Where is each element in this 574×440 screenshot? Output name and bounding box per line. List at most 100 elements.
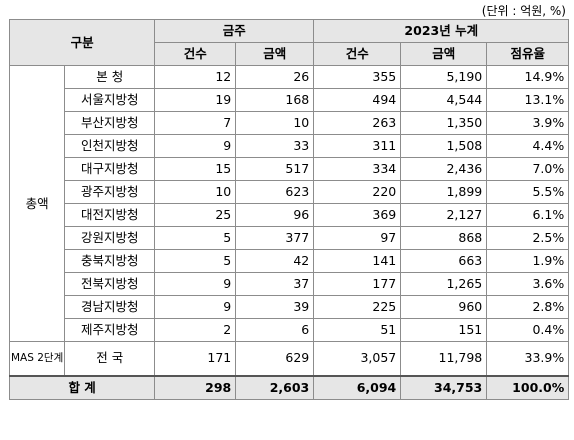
weekly-count: 9 <box>154 134 237 158</box>
row-name: 제주지방청 <box>64 318 156 342</box>
header-category: 구분 <box>8 19 156 66</box>
share: 14.9% <box>486 65 570 89</box>
weekly-count: 19 <box>154 88 237 112</box>
cum-amount: 1,508 <box>400 134 488 158</box>
weekly-amount: 39 <box>235 295 315 319</box>
group-mas-label: MAS 2단계 <box>8 341 66 376</box>
weekly-count: 15 <box>154 157 237 181</box>
share: 3.9% <box>486 111 570 135</box>
weekly-count: 5 <box>154 226 237 250</box>
weekly-count: 2 <box>154 318 237 342</box>
share: 2.5% <box>486 226 570 250</box>
table-row: 대구지방청 15 517 334 2,436 7.0% <box>10 157 570 181</box>
total-weekly-count: 298 <box>154 374 237 400</box>
weekly-amount: 623 <box>235 180 315 204</box>
cum-count: 263 <box>313 111 402 135</box>
row-name: 부산지방청 <box>64 111 156 135</box>
row-name: 광주지방청 <box>64 180 156 204</box>
cum-count: 494 <box>313 88 402 112</box>
share: 7.0% <box>486 157 570 181</box>
table-row: 충북지방청 5 42 141 663 1.9% <box>10 249 570 273</box>
weekly-count: 25 <box>154 203 237 227</box>
row-name: 경남지방청 <box>64 295 156 319</box>
row-name: 충북지방청 <box>64 249 156 273</box>
row-name: 전북지방청 <box>64 272 156 296</box>
cum-amount: 868 <box>400 226 488 250</box>
share: 6.1% <box>486 203 570 227</box>
procurement-table: 구분 금주 2023년 누계 건수 금액 건수 금액 점유율 총액 본 청 12… <box>8 19 570 400</box>
header-cum-amount: 금액 <box>400 42 488 66</box>
weekly-amount: 96 <box>235 203 315 227</box>
table-row: 전북지방청 9 37 177 1,265 3.6% <box>10 272 570 296</box>
weekly-count: 10 <box>154 180 237 204</box>
mas-row: MAS 2단계 전 국 171 629 3,057 11,798 33.9% <box>8 341 570 376</box>
cum-count: 177 <box>313 272 402 296</box>
cum-count: 51 <box>313 318 402 342</box>
header-share: 점유율 <box>486 42 570 66</box>
table-row: 대전지방청 25 96 369 2,127 6.1% <box>10 203 570 227</box>
weekly-amount: 377 <box>235 226 315 250</box>
unit-note: (단위 : 억원, %) <box>481 4 566 18</box>
share: 33.9% <box>486 341 570 376</box>
share: 3.6% <box>486 272 570 296</box>
cum-count: 369 <box>313 203 402 227</box>
cum-amount: 663 <box>400 249 488 273</box>
table-row: 광주지방청 10 623 220 1,899 5.5% <box>10 180 570 204</box>
header-cumulative: 2023년 누계 <box>313 19 570 43</box>
weekly-amount: 26 <box>235 65 315 89</box>
cum-count: 97 <box>313 226 402 250</box>
total-cum-amount: 34,753 <box>400 374 488 400</box>
weekly-amount: 33 <box>235 134 315 158</box>
cum-count: 225 <box>313 295 402 319</box>
cum-amount: 5,190 <box>400 65 488 89</box>
share: 4.4% <box>486 134 570 158</box>
weekly-count: 7 <box>154 111 237 135</box>
header-cum-count: 건수 <box>313 42 402 66</box>
table-row: 경남지방청 9 39 225 960 2.8% <box>10 295 570 319</box>
share: 0.4% <box>486 318 570 342</box>
row-name: 서울지방청 <box>64 88 156 112</box>
cum-count: 3,057 <box>313 341 402 376</box>
cum-count: 141 <box>313 249 402 273</box>
header-weekly-count: 건수 <box>154 42 237 66</box>
weekly-amount: 168 <box>235 88 315 112</box>
table-row: 총액 본 청 12 26 355 5,190 14.9% <box>8 65 570 342</box>
table-row: 강원지방청 5 377 97 868 2.5% <box>10 226 570 250</box>
weekly-amount: 6 <box>235 318 315 342</box>
weekly-amount: 37 <box>235 272 315 296</box>
total-cum-count: 6,094 <box>313 374 402 400</box>
table-row: 부산지방청 7 10 263 1,350 3.9% <box>10 111 570 135</box>
row-name: 대구지방청 <box>64 157 156 181</box>
total-weekly-amount: 2,603 <box>235 374 315 400</box>
weekly-count: 171 <box>154 341 237 376</box>
weekly-amount: 517 <box>235 157 315 181</box>
cum-amount: 2,127 <box>400 203 488 227</box>
cum-amount: 11,798 <box>400 341 488 376</box>
cum-amount: 1,265 <box>400 272 488 296</box>
weekly-amount: 42 <box>235 249 315 273</box>
total-row: 합 계 298 2,603 6,094 34,753 100.0% <box>8 374 570 400</box>
cum-amount: 2,436 <box>400 157 488 181</box>
table-row: 서울지방청 19 168 494 4,544 13.1% <box>10 88 570 112</box>
share: 5.5% <box>486 180 570 204</box>
header-weekly: 금주 <box>154 19 315 43</box>
share: 2.8% <box>486 295 570 319</box>
group-total-label: 총액 <box>8 65 66 342</box>
cum-amount: 1,350 <box>400 111 488 135</box>
cum-amount: 4,544 <box>400 88 488 112</box>
row-name: 대전지방청 <box>64 203 156 227</box>
weekly-count: 9 <box>154 272 237 296</box>
header-weekly-amount: 금액 <box>235 42 315 66</box>
row-name: 인천지방청 <box>64 134 156 158</box>
weekly-amount: 10 <box>235 111 315 135</box>
weekly-count: 5 <box>154 249 237 273</box>
cum-count: 311 <box>313 134 402 158</box>
total-share: 100.0% <box>486 374 570 400</box>
row-name: 본 청 <box>64 65 156 89</box>
cum-count: 334 <box>313 157 402 181</box>
share: 13.1% <box>486 88 570 112</box>
row-name: 전 국 <box>64 341 156 376</box>
cum-amount: 151 <box>400 318 488 342</box>
row-name: 강원지방청 <box>64 226 156 250</box>
share: 1.9% <box>486 249 570 273</box>
